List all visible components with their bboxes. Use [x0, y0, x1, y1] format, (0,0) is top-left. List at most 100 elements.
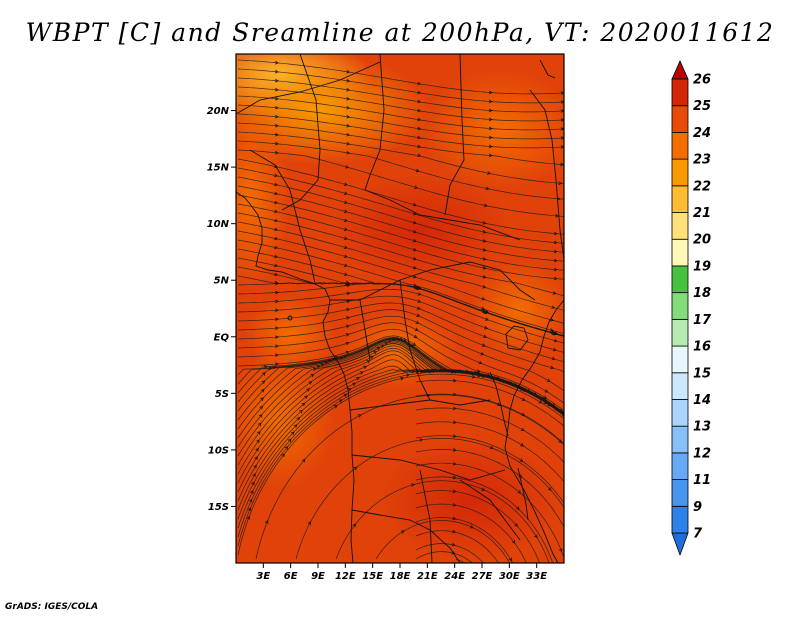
- colorbar-swatch: [671, 479, 689, 507]
- streamline-arrow: [250, 490, 254, 494]
- streamline-arrow: [346, 114, 351, 119]
- streamline-arrow: [373, 351, 378, 355]
- streamline-arrow: [274, 191, 279, 196]
- streamline: [415, 490, 540, 563]
- streamline-arrow: [304, 395, 308, 399]
- lon-tick-label: 30E: [499, 571, 520, 582]
- streamline-arrow: [275, 281, 279, 286]
- streamline: [375, 520, 511, 563]
- colorbar-swatch: [671, 399, 689, 427]
- country-border: [459, 479, 521, 541]
- streamline-arrow: [347, 388, 352, 392]
- streamline: [415, 353, 564, 415]
- colorbar-swatch: [671, 505, 689, 534]
- streamline-arrow: [417, 299, 422, 303]
- streamline-arrow: [553, 240, 558, 245]
- streamline-arrow: [343, 227, 348, 231]
- streamline-arrow: [274, 173, 279, 178]
- streamline: [237, 95, 564, 131]
- streamline-arrow: [520, 387, 525, 391]
- streamline-arrow: [343, 355, 348, 359]
- streamline-arrow: [293, 424, 298, 428]
- streamline-arrow: [290, 431, 295, 436]
- shading-zone: [380, 440, 560, 560]
- shading-zone: [245, 295, 335, 375]
- country-border: [419, 469, 433, 563]
- streamline-arrow: [275, 299, 279, 304]
- colorbar-label: 24: [693, 126, 711, 141]
- streamline-arrow: [485, 310, 490, 314]
- country-border: [399, 279, 431, 401]
- country-border: [364, 54, 385, 191]
- streamline-arrow: [488, 144, 493, 149]
- streamline-layer: [237, 59, 564, 563]
- coastline-and-borders: [236, 54, 564, 563]
- country-border: [444, 54, 465, 216]
- streamline-arrow: [417, 126, 422, 131]
- streamline-arrow: [274, 150, 279, 155]
- lake-tanganyika: [489, 371, 509, 437]
- streamline-arrow: [274, 60, 279, 65]
- streamline-arrow: [251, 481, 255, 486]
- streamline-arrow: [411, 369, 416, 374]
- country-border: [236, 61, 381, 115]
- streamline-arrow: [547, 487, 552, 491]
- streamline-arrow: [301, 458, 306, 463]
- streamline-arrow: [274, 87, 279, 92]
- streamline-arrow: [488, 153, 493, 158]
- streamline-arrow: [345, 165, 350, 169]
- lat-tick-label: 10N: [207, 219, 230, 230]
- streamline-arrow: [258, 414, 263, 418]
- streamline-arrow: [471, 374, 476, 379]
- streamline-arrow: [558, 181, 563, 185]
- colorbar-arrow-bottom: [671, 532, 689, 557]
- streamline-arrow: [519, 458, 524, 462]
- streamline-arrow: [417, 117, 422, 122]
- streamline-arrow: [488, 135, 493, 140]
- streamline-arrow: [550, 365, 555, 370]
- streamline-arrow: [366, 360, 371, 364]
- colorbar-label: 22: [693, 179, 711, 194]
- streamline-arrow: [516, 506, 520, 510]
- streamline: [237, 185, 564, 262]
- country-border: [359, 299, 371, 361]
- streamline-arrow: [489, 445, 494, 450]
- streamline-arrow: [275, 308, 279, 313]
- streamline-arrow: [343, 191, 348, 195]
- lake-victoria: [505, 325, 529, 351]
- streamline-arrow: [481, 487, 486, 491]
- streamline-arrow: [296, 417, 301, 421]
- streamline-arrow: [346, 299, 351, 304]
- streamline-arrow: [487, 171, 491, 175]
- streamline-arrow: [274, 236, 279, 241]
- colorbar-label: 21: [693, 206, 711, 221]
- lake-malawi: [517, 467, 529, 521]
- streamline-arrow: [412, 229, 417, 234]
- streamline-arrow: [274, 245, 279, 250]
- streamline-arrow: [274, 123, 279, 128]
- streamline: [415, 435, 564, 504]
- streamline: [237, 131, 564, 184]
- streamline-arrow: [261, 380, 266, 385]
- streamline: [237, 194, 564, 271]
- streamline-arrow: [484, 326, 488, 330]
- streamline-arrow: [553, 249, 558, 254]
- colorbar-label: 18: [693, 286, 711, 301]
- streamline-arrow: [343, 393, 348, 398]
- streamline-arrow: [488, 117, 493, 122]
- colorbar-label: 12: [693, 446, 711, 461]
- lat-tick-label: 10S: [208, 445, 229, 456]
- colorbar-label: 16: [693, 340, 711, 355]
- streamline-arrow: [552, 291, 557, 295]
- streamline-arrow: [275, 362, 279, 366]
- streamline-arrow: [255, 447, 259, 452]
- lon-tick-label: 27E: [472, 571, 493, 582]
- streamline: [237, 122, 564, 166]
- streamline-arrow: [274, 78, 279, 83]
- streamline-arrow: [511, 540, 516, 544]
- streamline-arrow: [413, 334, 418, 339]
- streamline-arrow: [272, 365, 277, 370]
- streamline-arrow: [417, 292, 422, 296]
- streamline-arrow: [263, 365, 268, 369]
- streamline-arrow: [482, 239, 487, 243]
